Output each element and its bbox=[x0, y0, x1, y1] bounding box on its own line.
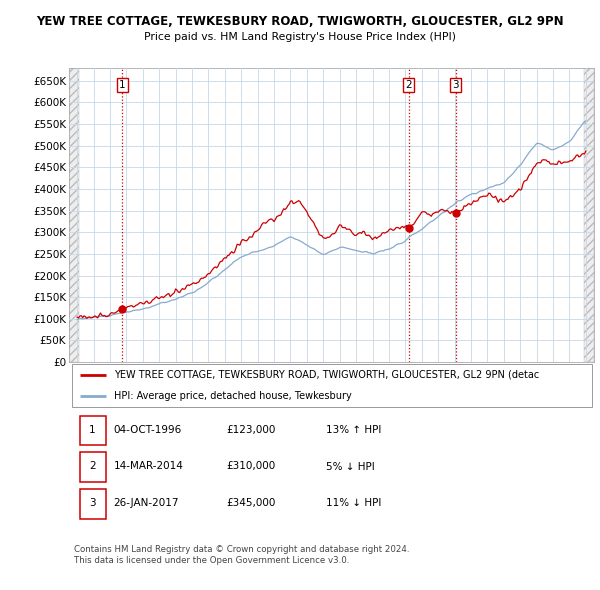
Text: 26-JAN-2017: 26-JAN-2017 bbox=[113, 499, 179, 509]
FancyBboxPatch shape bbox=[79, 489, 106, 519]
Text: £123,000: £123,000 bbox=[227, 425, 276, 435]
Text: 1: 1 bbox=[119, 80, 125, 90]
Text: HPI: Average price, detached house, Tewkesbury: HPI: Average price, detached house, Tewk… bbox=[113, 391, 352, 401]
Text: YEW TREE COTTAGE, TEWKESBURY ROAD, TWIGWORTH, GLOUCESTER, GL2 9PN: YEW TREE COTTAGE, TEWKESBURY ROAD, TWIGW… bbox=[36, 15, 564, 28]
Text: Price paid vs. HM Land Registry's House Price Index (HPI): Price paid vs. HM Land Registry's House … bbox=[144, 32, 456, 42]
Bar bbox=[584, 68, 594, 362]
Text: YEW TREE COTTAGE, TEWKESBURY ROAD, TWIGWORTH, GLOUCESTER, GL2 9PN (detac: YEW TREE COTTAGE, TEWKESBURY ROAD, TWIGW… bbox=[113, 370, 539, 379]
FancyBboxPatch shape bbox=[71, 364, 592, 407]
Text: 14-MAR-2014: 14-MAR-2014 bbox=[113, 461, 184, 471]
Text: 2: 2 bbox=[405, 80, 412, 90]
Text: 2: 2 bbox=[89, 461, 96, 471]
FancyBboxPatch shape bbox=[79, 415, 106, 445]
Text: 3: 3 bbox=[452, 80, 459, 90]
Bar bbox=[69, 68, 79, 362]
Text: Contains HM Land Registry data © Crown copyright and database right 2024.
This d: Contains HM Land Registry data © Crown c… bbox=[74, 546, 410, 565]
Text: 3: 3 bbox=[89, 499, 96, 509]
Text: £345,000: £345,000 bbox=[227, 499, 276, 509]
FancyBboxPatch shape bbox=[79, 453, 106, 482]
Text: 5% ↓ HPI: 5% ↓ HPI bbox=[326, 461, 375, 471]
Text: 11% ↓ HPI: 11% ↓ HPI bbox=[326, 499, 382, 509]
Text: 1: 1 bbox=[89, 425, 96, 435]
Text: 04-OCT-1996: 04-OCT-1996 bbox=[113, 425, 182, 435]
Text: £310,000: £310,000 bbox=[227, 461, 276, 471]
Text: 13% ↑ HPI: 13% ↑ HPI bbox=[326, 425, 382, 435]
